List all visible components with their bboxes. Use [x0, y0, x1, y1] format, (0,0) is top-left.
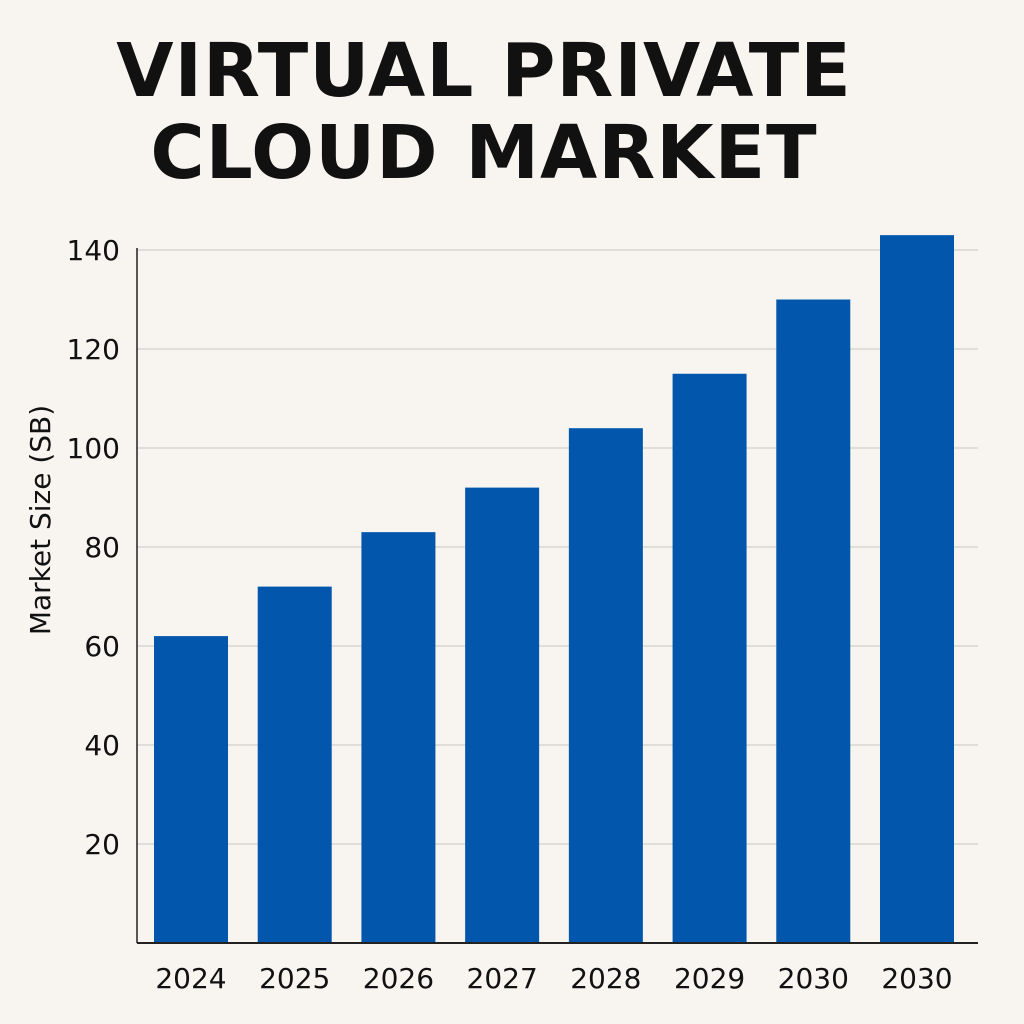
- bar-2028: [568, 428, 643, 943]
- bar-2026: [361, 532, 436, 943]
- chart-title-line-1: VIRTUAL PRIVATE: [116, 28, 852, 114]
- x-axis-ticks: 2024 2025 2026 2027 2028 2029 2030 2030: [155, 962, 952, 995]
- bar-2025: [257, 586, 332, 943]
- y-tick-label: 100: [67, 432, 120, 465]
- bar-2030: [776, 299, 851, 943]
- x-tick-label: 2025: [259, 962, 330, 995]
- x-tick-label: 2030: [881, 962, 952, 995]
- y-axis-ticks: 20 40 60 80 100 120 140: [67, 234, 120, 861]
- bar-2029: [672, 373, 747, 943]
- x-tick-label: 2024: [155, 962, 226, 995]
- chart-title: VIRTUAL PRIVATE CLOUD MARKET: [0, 30, 968, 194]
- bars: [154, 235, 954, 943]
- chart-title-line-2: CLOUD MARKET: [150, 110, 818, 196]
- y-axis-label: Market Size (SB): [24, 405, 57, 635]
- y-tick-label: 20: [84, 828, 120, 861]
- bar-2027: [465, 487, 540, 943]
- y-tick-label: 120: [67, 333, 120, 366]
- bar-2024: [154, 636, 228, 943]
- x-tick-label: 2029: [674, 962, 745, 995]
- y-tick-label: 80: [84, 531, 120, 564]
- y-tick-label: 40: [84, 729, 120, 762]
- x-tick-label: 2028: [570, 962, 641, 995]
- x-tick-label: 2026: [363, 962, 434, 995]
- x-tick-label: 2027: [467, 962, 538, 995]
- x-tick-label: 2030: [778, 962, 849, 995]
- y-tick-label: 60: [84, 630, 120, 663]
- bar-2030: [880, 235, 954, 943]
- y-tick-label: 140: [67, 234, 120, 267]
